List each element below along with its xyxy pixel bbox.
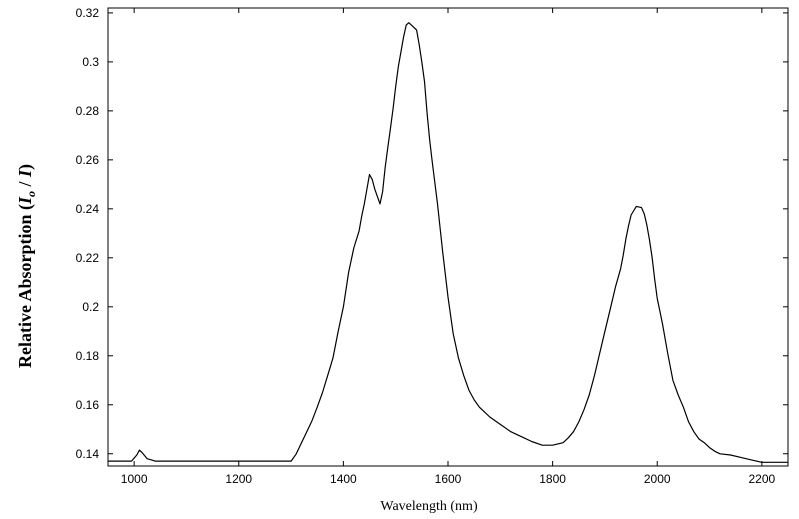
x-axis: 1000 1200 1400 1600 1800 2000 2200 bbox=[121, 8, 776, 486]
x-tick-label: 2200 bbox=[748, 472, 775, 486]
x-tick-label: 1000 bbox=[121, 472, 148, 486]
x-tick-label: 1600 bbox=[435, 472, 462, 486]
y-tick-label: 0.32 bbox=[76, 6, 100, 20]
series-layer bbox=[108, 22, 788, 463]
y-tick-label: 0.14 bbox=[76, 447, 100, 461]
x-tick-label: 1400 bbox=[330, 472, 357, 486]
plot-frame bbox=[107, 7, 789, 467]
y-axis: 0.14 0.16 0.18 0.2 0.22 0.24 0.26 0.28 0.3 0.32 bbox=[76, 6, 788, 461]
y-tick-label: 0.28 bbox=[76, 104, 100, 118]
x-axis-title: Wavelength (nm) bbox=[380, 499, 478, 514]
plot-area bbox=[107, 7, 789, 467]
y-tick-label: 0.22 bbox=[76, 251, 100, 265]
y-axis-title: Relative Absorption (Io / I) bbox=[15, 164, 38, 368]
y-tick-label: 0.26 bbox=[76, 153, 100, 167]
x-tick-label: 1800 bbox=[539, 472, 566, 486]
y-tick-label: 0.18 bbox=[76, 349, 100, 363]
x-tick-label: 1200 bbox=[225, 472, 252, 486]
series-line bbox=[108, 22, 788, 463]
y-tick-label: 0.3 bbox=[82, 55, 99, 69]
y-tick-label: 0.2 bbox=[82, 300, 99, 314]
y-tick-label: 0.16 bbox=[76, 398, 100, 412]
x-tick-label: 2000 bbox=[644, 472, 671, 486]
y-tick-label: 0.24 bbox=[76, 202, 100, 216]
